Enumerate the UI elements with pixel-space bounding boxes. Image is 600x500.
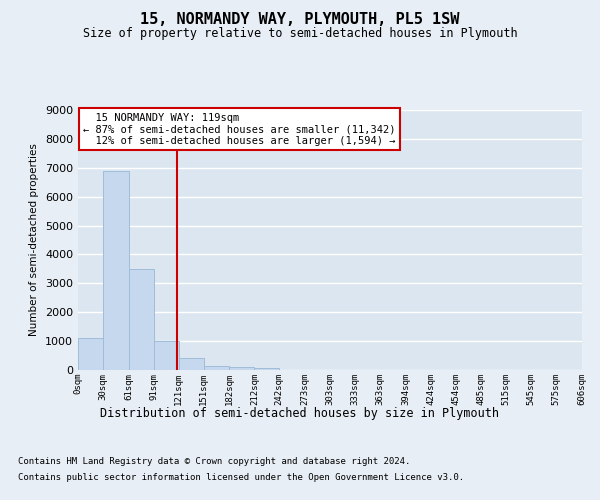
Bar — [179, 358, 203, 370]
Text: 15, NORMANDY WAY, PLYMOUTH, PL5 1SW: 15, NORMANDY WAY, PLYMOUTH, PL5 1SW — [140, 12, 460, 28]
Bar — [203, 366, 229, 370]
Bar — [129, 269, 154, 370]
Text: Contains HM Land Registry data © Crown copyright and database right 2024.: Contains HM Land Registry data © Crown c… — [18, 458, 410, 466]
Text: 15 NORMANDY WAY: 119sqm
← 87% of semi-detached houses are smaller (11,342)
  12%: 15 NORMANDY WAY: 119sqm ← 87% of semi-de… — [83, 112, 395, 146]
Text: Contains public sector information licensed under the Open Government Licence v3: Contains public sector information licen… — [18, 472, 464, 482]
Bar — [229, 367, 254, 370]
Text: Distribution of semi-detached houses by size in Plymouth: Distribution of semi-detached houses by … — [101, 408, 499, 420]
Bar — [78, 338, 103, 370]
Bar — [154, 341, 179, 370]
Bar — [103, 170, 129, 370]
Bar — [254, 368, 279, 370]
Y-axis label: Number of semi-detached properties: Number of semi-detached properties — [29, 144, 40, 336]
Text: Size of property relative to semi-detached houses in Plymouth: Size of property relative to semi-detach… — [83, 28, 517, 40]
